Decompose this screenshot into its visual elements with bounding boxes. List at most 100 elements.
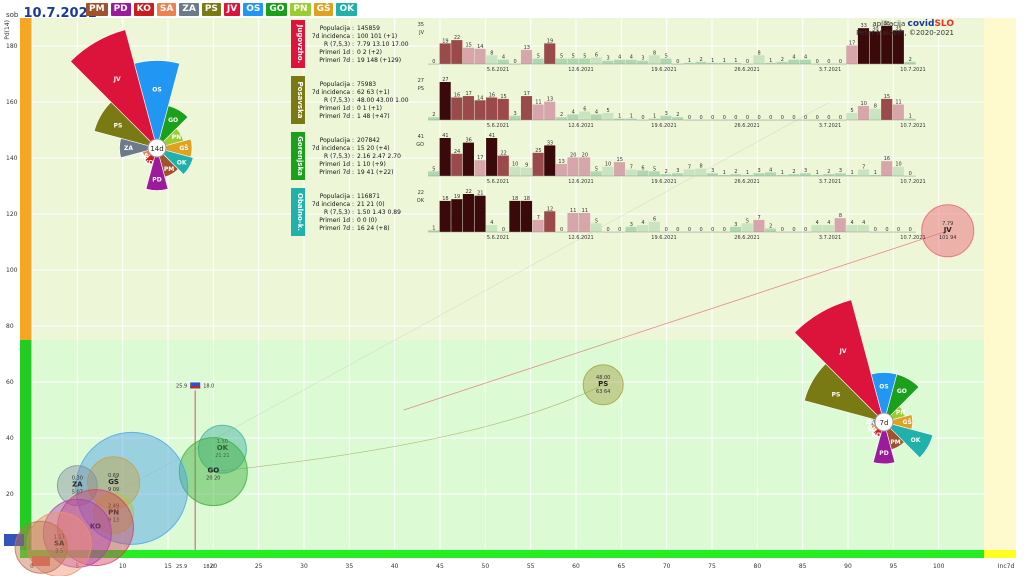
panel-bar-label: 3 xyxy=(758,168,761,174)
region-badge-za[interactable]: ZA xyxy=(179,3,199,16)
panel-bar-label: 10 xyxy=(605,162,611,168)
panel-bar-label: 17 xyxy=(849,41,855,47)
current-date[interactable]: 10.7.2021 xyxy=(23,6,97,21)
panel-date-label: 12.6.2021 xyxy=(568,67,593,73)
panel-bar xyxy=(590,223,602,232)
panel-bar-label: 33 xyxy=(861,23,867,29)
panel-bar xyxy=(764,62,777,64)
panel-bar xyxy=(672,173,684,176)
panel-bar xyxy=(625,226,637,232)
panel-bar xyxy=(555,117,567,120)
top-bar: sob 10.7.2021 PM PD KO SA ZA PS JV OS GO PN GŠ OK xyxy=(0,0,1024,21)
panel-stat-value: 0 1 (+1) xyxy=(357,105,382,112)
panel-bar xyxy=(509,200,521,232)
panel-bar xyxy=(811,225,823,232)
panel-bar-label: 3 xyxy=(804,168,807,174)
panel-stat-value: 62 63 (+1) xyxy=(357,89,390,96)
panel-bar-label: 1 xyxy=(909,114,912,120)
region-badge-sa[interactable]: SA xyxy=(156,3,177,16)
panel-bar-label: 10 xyxy=(861,101,867,107)
panel-bar-label: 0 xyxy=(641,115,644,121)
panel-date-label: 12.6.2021 xyxy=(568,235,593,241)
region-badge-jv[interactable]: JV xyxy=(223,3,241,16)
panel-stat-label: R (7,5,3) : xyxy=(324,153,354,160)
panel-bar xyxy=(764,228,777,232)
panel-bar-label: 20 xyxy=(570,152,576,158)
panel-bar-label: 2 xyxy=(560,112,563,118)
bubble-r-value: 1.50 xyxy=(217,439,228,445)
panel-bar-label: 5 xyxy=(653,166,656,172)
panel-bar-label: 3 xyxy=(676,168,679,174)
panel-stat-label: R (7,5,3) : xyxy=(324,41,354,48)
panel-bar-label: 7 xyxy=(537,215,540,221)
panel-bar-label: 15 xyxy=(617,157,623,163)
panel-date-label: 3.7.2021 xyxy=(819,179,841,185)
region-badge-ok[interactable]: OK xyxy=(336,3,358,16)
panel-bar xyxy=(695,61,707,64)
panel-name-band xyxy=(291,76,305,124)
trajectory-guide xyxy=(113,101,830,495)
region-badge-go[interactable]: GO xyxy=(266,3,288,16)
panel-bar xyxy=(904,61,916,64)
panel-bar-label: 6 xyxy=(583,107,586,113)
x-tick-label: 30 xyxy=(300,563,308,570)
panel-bar xyxy=(846,112,858,120)
panel-bar xyxy=(857,28,870,64)
region-badge-pm[interactable]: PM xyxy=(86,3,108,16)
panel-bar-label: 1 xyxy=(630,114,633,120)
panel-bar-label: 15 xyxy=(500,94,506,100)
rose-petal-label: PD xyxy=(879,450,888,457)
panel-bar xyxy=(648,171,660,176)
panel-bar-label: 1 xyxy=(781,170,784,176)
panel-bar-label: 8 xyxy=(653,50,656,56)
bubble-za xyxy=(56,465,98,507)
panel-date-label: 12.6.2021 xyxy=(568,123,593,129)
bubble-incidence: 3 5 xyxy=(55,548,63,554)
panel-date-label: 19.6.2021 xyxy=(651,67,676,73)
panel-bar xyxy=(776,61,788,64)
panel-bar xyxy=(846,175,858,176)
region-badge-ps[interactable]: PS xyxy=(201,3,221,16)
panel-bar-label: 0 xyxy=(699,115,702,121)
panel-bar-label: 0 xyxy=(746,59,749,65)
panel-bar-label: 5 xyxy=(583,54,586,60)
region-badge-pn[interactable]: PN xyxy=(290,3,311,16)
rose-petal-jv xyxy=(69,29,158,150)
panel-name-band xyxy=(291,188,305,236)
panel-bar-label: 0 xyxy=(711,115,714,121)
panel-stat-value: 15 20 (+4) xyxy=(357,145,390,152)
panel-region-name: Gorenjska xyxy=(296,136,304,176)
rose-petal-label: KO xyxy=(872,432,881,439)
region-badge-ko[interactable]: KO xyxy=(133,3,154,16)
panel-bar xyxy=(532,104,544,120)
panel-stat-label: R (7,5,3) : xyxy=(324,97,354,104)
region-badge-os[interactable]: OS xyxy=(243,3,264,16)
panel-bar xyxy=(451,199,463,232)
panel-bar xyxy=(579,58,591,64)
y-axis-label: Pd(14) xyxy=(4,20,11,40)
panel-bar-label: 5 xyxy=(851,108,854,114)
slovenia-flag-bottom xyxy=(32,556,50,566)
panel-bar-label: 18 xyxy=(442,196,448,202)
panel-bar-label: 8 xyxy=(490,50,493,56)
panel-bar xyxy=(544,211,556,232)
region-badge-pd[interactable]: PD xyxy=(110,3,131,16)
panel-stat-value: 0 2 (+2) xyxy=(357,49,382,56)
panel-bar-label: 2 xyxy=(432,112,435,118)
panel-bar xyxy=(602,112,614,120)
panel-bar xyxy=(579,213,591,232)
rose-petal-label: PM xyxy=(890,439,900,446)
panel-bar-label: 1 xyxy=(851,170,854,176)
bubble-incidence: 9 09 xyxy=(108,487,119,493)
region-badge-gš[interactable]: GŠ xyxy=(313,3,334,16)
panel-bar-label: 0 xyxy=(874,227,877,233)
rose-petal-label: GO xyxy=(168,117,178,124)
bubble-code: GO xyxy=(207,467,219,475)
panel-bar-label: 0 xyxy=(897,227,900,233)
panel-bar-label: 0 xyxy=(792,227,795,233)
bubble-r-value: 0.30 xyxy=(72,476,83,482)
panel-bar-label: 4 xyxy=(502,55,505,61)
panel-bar-label: 2 xyxy=(792,169,795,175)
panel-bar-label: 3 xyxy=(641,56,644,62)
panel-bar-label: 15 xyxy=(465,43,471,49)
